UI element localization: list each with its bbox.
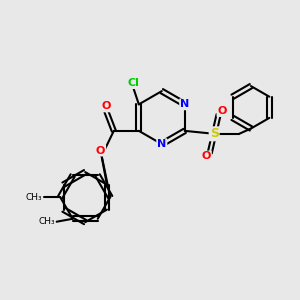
Text: CH₃: CH₃ bbox=[26, 193, 43, 202]
Text: N: N bbox=[180, 99, 189, 110]
Text: CH₃: CH₃ bbox=[38, 217, 55, 226]
Text: N: N bbox=[157, 139, 167, 149]
Text: O: O bbox=[96, 146, 105, 156]
Text: O: O bbox=[218, 106, 227, 116]
Text: S: S bbox=[210, 127, 219, 140]
Text: Cl: Cl bbox=[127, 78, 139, 88]
Text: O: O bbox=[102, 101, 111, 111]
Text: O: O bbox=[202, 152, 211, 161]
